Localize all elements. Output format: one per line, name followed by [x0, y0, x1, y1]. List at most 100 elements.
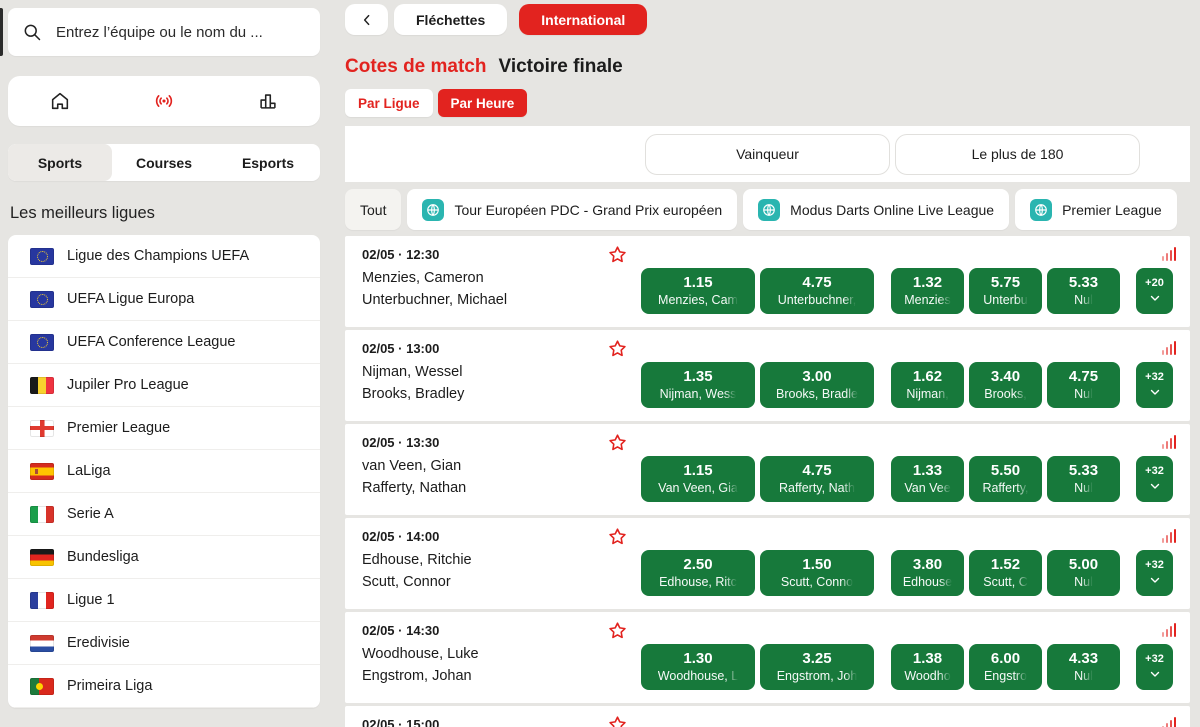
odds-button[interactable]: 1.15 Menzies, Cam — [641, 268, 755, 314]
search-accent-bar — [0, 8, 3, 56]
more-markets-button[interactable]: +32 — [1136, 644, 1173, 690]
odds-button[interactable]: 6.00 Engstro — [969, 644, 1042, 690]
odds-button[interactable]: 5.50 Rafferty, — [969, 456, 1042, 502]
odds-button[interactable]: 4.75 Unterbuchner, — [760, 268, 874, 314]
odds-button[interactable]: 4.75 Nul — [1047, 362, 1120, 408]
league-item[interactable]: Bundesliga — [8, 536, 320, 579]
market-title: Cotes de match — [345, 56, 487, 77]
league-item[interactable]: Eredivisie — [8, 622, 320, 665]
league-name: Eredivisie — [67, 635, 130, 651]
stats-bars-icon[interactable] — [1161, 435, 1176, 449]
odds-button[interactable]: 4.33 Nul — [1047, 644, 1120, 690]
league-item[interactable]: Serie A — [8, 493, 320, 536]
odds-button[interactable]: 5.33 Nul — [1047, 268, 1120, 314]
favorite-star-icon[interactable] — [608, 245, 627, 264]
favorite-star-icon[interactable] — [608, 527, 627, 546]
more-markets-button[interactable]: +32 — [1136, 362, 1173, 408]
filter-chip-label: Tour Européen PDC - Grand Prix européen — [454, 201, 723, 218]
odds-button[interactable]: 4.75 Rafferty, Nath — [760, 456, 874, 502]
odds-button[interactable]: 5.00 Nul — [1047, 550, 1120, 596]
league-item[interactable]: Premier League — [8, 407, 320, 450]
odds-button[interactable]: 1.52 Scutt, C — [969, 550, 1042, 596]
match-row: 02/05 · 13:00 Nijman, Wessel Brooks, Bradl… — [345, 330, 1190, 421]
league-item[interactable]: UEFA Conference League — [8, 321, 320, 364]
odds-area: 1.30 Woodhouse, L 3.25 Engstrom, Joh 1.38 Woo… — [641, 644, 1173, 690]
search-input[interactable] — [56, 23, 306, 41]
most-180-odds-group: 3.80 Edhouse 1.52 Scutt, C 5.00 Nul — [891, 550, 1120, 596]
most-180-odds-group: 1.32 Menzies 5.75 Unterbu 5.33 Nul — [891, 268, 1120, 314]
tab-international[interactable]: International — [519, 4, 648, 35]
odds-button[interactable]: 5.75 Unterbu — [969, 268, 1042, 314]
odds-selection-label: Nul — [1074, 293, 1093, 307]
favorite-star-icon[interactable] — [608, 715, 627, 727]
favorite-star-icon[interactable] — [608, 339, 627, 358]
sidebar-tab-esports[interactable]: Esports — [241, 154, 295, 171]
main-content: Fléchettes International Cotes de match V… — [328, 0, 1200, 727]
search-bar[interactable] — [8, 8, 320, 56]
filter-chip-tour-europeen-pdc-grand-prix-europeen[interactable]: Tour Européen PDC - Grand Prix européen — [407, 189, 738, 230]
league-item[interactable]: Ligue 1 — [8, 579, 320, 622]
league-item[interactable]: UEFA Ligue Europa — [8, 278, 320, 321]
league-name: Jupiler Pro League — [67, 377, 189, 393]
toggle-par-heure[interactable]: Par Heure — [437, 89, 528, 117]
toggle-par-ligue[interactable]: Par Ligue — [345, 89, 433, 117]
live-button[interactable] — [112, 76, 216, 126]
league-item[interactable]: LaLiga — [8, 450, 320, 493]
sidebar-tab-sports[interactable]: Sports — [8, 144, 112, 181]
stats-bars-icon[interactable] — [1161, 247, 1176, 261]
stats-bars-icon[interactable] — [1161, 623, 1176, 637]
league-item[interactable]: Primeira Liga — [8, 665, 320, 708]
favorite-star-icon[interactable] — [608, 433, 627, 452]
winner-odds-group: 2.50 Edhouse, Ritc 1.50 Scutt, Conno — [641, 550, 874, 596]
league-item[interactable]: Ligue des Champions UEFA — [8, 235, 320, 278]
league-name: UEFA Conference League — [67, 334, 236, 350]
odds-button[interactable]: 1.30 Woodhouse, L — [641, 644, 755, 690]
stats-bars-icon[interactable] — [1161, 529, 1176, 543]
home-button[interactable] — [8, 76, 112, 126]
filter-chip-modus-darts-online-live-league[interactable]: Modus Darts Online Live League — [743, 189, 1010, 230]
flag-nl-icon — [30, 634, 54, 652]
league-name: Bundesliga — [67, 549, 139, 565]
more-markets-button[interactable]: +32 — [1136, 456, 1173, 502]
odds-selection-label: Menzies, Cam — [658, 293, 738, 307]
tab-flechettes[interactable]: Fléchettes — [394, 4, 508, 35]
odds-button[interactable]: 1.62 Nijman, — [891, 362, 964, 408]
odds-value: 3.25 — [802, 650, 832, 667]
odds-button[interactable]: 3.25 Engstrom, Joh — [760, 644, 874, 690]
match-row: 02/05 · 12:30 Menzies, Cameron Unterbuchne… — [345, 236, 1190, 327]
odds-area: 1.35 Nijman, Wess 3.00 Brooks, Bradle 1.62 Ni… — [641, 362, 1173, 408]
more-markets-button[interactable]: +32 — [1136, 550, 1173, 596]
league-item[interactable]: Jupiler Pro League — [8, 364, 320, 407]
odds-button[interactable]: 3.80 Edhouse — [891, 550, 964, 596]
favorite-star-icon[interactable] — [608, 621, 627, 640]
odds-button[interactable]: 1.50 Scutt, Conno — [760, 550, 874, 596]
odds-button[interactable]: 5.33 Nul — [1047, 456, 1120, 502]
odds-button[interactable]: 1.15 Van Veen, Gia — [641, 456, 755, 502]
more-markets-button[interactable]: +20 — [1136, 268, 1173, 314]
filter-chip-tout[interactable]: Tout — [345, 189, 402, 230]
odds-button[interactable]: 2.50 Edhouse, Ritc — [641, 550, 755, 596]
stats-bars-icon[interactable] — [1161, 341, 1176, 355]
odds-button[interactable]: 1.38 Woodho — [891, 644, 964, 690]
match-datetime: 02/05 · 14:00 — [362, 529, 440, 544]
odds-value: 2.50 — [683, 556, 713, 573]
match-row: 02/05 · 13:30 van Veen, Gian Rafferty, Nat… — [345, 424, 1190, 515]
stats-button[interactable] — [216, 76, 320, 126]
player2-name: Rafferty, Nathan — [362, 480, 467, 496]
odds-value: 1.35 — [683, 368, 713, 385]
odds-value: 4.75 — [802, 462, 832, 479]
odds-button[interactable]: 1.32 Menzies — [891, 268, 964, 314]
odds-value: 1.15 — [683, 462, 713, 479]
odds-button[interactable]: 1.33 Van Vee — [891, 456, 964, 502]
back-button[interactable] — [345, 4, 388, 35]
filter-chip-premier-league[interactable]: Premier League — [1015, 189, 1177, 230]
odds-value: 1.33 — [912, 462, 943, 479]
flag-pt-icon — [30, 677, 54, 695]
odds-button[interactable]: 1.35 Nijman, Wess — [641, 362, 755, 408]
sidebar-tab-courses[interactable]: Courses — [135, 154, 193, 171]
odds-button[interactable]: 3.00 Brooks, Bradle — [760, 362, 874, 408]
stats-bars-icon[interactable] — [1161, 717, 1176, 727]
leagues-title: Les meilleurs ligues — [10, 204, 155, 222]
match-datetime: 02/05 · 14:30 — [362, 623, 440, 638]
odds-button[interactable]: 3.40 Brooks, — [969, 362, 1042, 408]
